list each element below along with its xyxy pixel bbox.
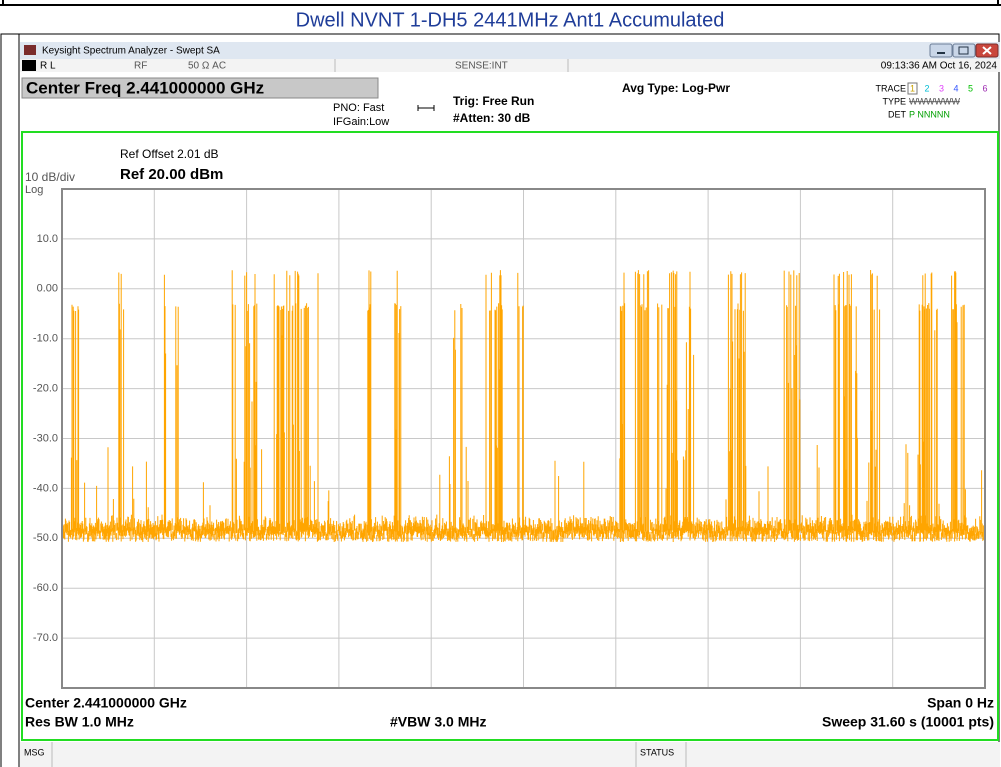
trace-label: TRACE [875,83,906,93]
y-label: -60.0 [33,582,58,594]
trace-number: 4 [954,83,959,93]
rf: RF [134,61,147,72]
trigger-arrow [417,105,435,111]
app-icon [24,45,36,55]
type-value: WWWWWW [909,96,960,106]
title-bar [20,42,1000,59]
minimize-button[interactable] [929,43,953,58]
y-label: 0.00 [37,283,58,295]
msg: MSG [24,747,45,757]
type-label: TYPE [882,96,906,106]
vbw: #VBW 3.0 MHz [390,714,486,730]
span: Span 0 Hz [927,695,994,711]
scale: 10 dB/div [25,170,75,184]
y-label: 10.0 [37,233,58,245]
log: Log [25,184,43,196]
trace-number: 3 [939,83,944,93]
restore-button[interactable] [952,43,976,58]
restore-icon [958,46,969,55]
y-label: -40.0 [33,482,58,494]
rl: R L [40,61,56,72]
lxi-icon [22,60,36,71]
ref-level: Ref 20.00 dBm [120,166,223,183]
datetime: 09:13:36 AM Oct 16, 2024 [881,61,998,72]
center-freq-box[interactable] [21,77,379,99]
pno: PNO: Fast [333,102,384,114]
trace-number: 5 [968,83,973,93]
y-label: -70.0 [33,632,58,644]
plot-border [61,188,986,689]
status: STATUS [640,747,674,757]
center-freq: Center Freq 2.441000000 GHz [26,78,264,97]
center: Center 2.441000000 GHz [25,695,187,711]
message-bar [20,742,1000,767]
page-title: Dwell NVNT 1-DH5 2441MHz Ant1 Accumulate… [296,9,725,31]
trig: Trig: Free Run [453,94,534,108]
status-row [20,59,1000,72]
ifgain: IFGain:Low [333,116,389,128]
atten: #Atten: 30 dB [453,111,531,125]
window-title: Keysight Spectrum Analyzer - Swept SA [42,46,220,57]
sense: SENSE:INT [455,61,508,72]
trace-1-box [907,82,918,95]
det-value: P NNNNN [909,109,950,119]
impedance: 50 Ω AC [188,61,226,72]
y-label: -30.0 [33,432,58,444]
y-label: -50.0 [33,532,58,544]
trace-number: 6 [983,83,988,93]
avg-type: Avg Type: Log-Pwr [622,81,730,95]
sweep: Sweep 31.60 s (10001 pts) [822,714,994,730]
y-label: -20.0 [33,383,58,395]
trace-number: 1 [910,83,915,93]
ref-offset: Ref Offset 2.01 dB [120,147,219,161]
trace-number: 2 [925,83,930,93]
y-label: -10.0 [33,333,58,345]
det-label: DET [888,109,907,119]
res-bw: Res BW 1.0 MHz [25,714,134,730]
close-icon [982,46,992,55]
